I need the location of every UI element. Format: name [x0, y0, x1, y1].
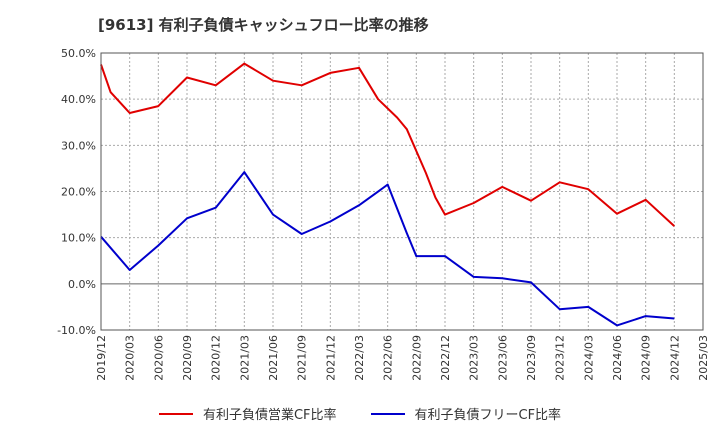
- x-tick-label: 2022/03: [353, 335, 366, 381]
- y-tick-label: 30.0%: [61, 139, 96, 152]
- x-tick-label: 2023/09: [525, 335, 538, 381]
- legend-swatch-operating-cf: [158, 412, 193, 415]
- x-tick-label: 2024/03: [582, 335, 595, 381]
- legend-label-operating-cf: 有利子負債営業CF比率: [202, 408, 337, 423]
- x-tick-label: 2024/12: [668, 335, 681, 381]
- x-tick-label: 2022/09: [410, 335, 423, 381]
- x-tick-label: 2022/06: [382, 335, 395, 381]
- y-tick-label: 0.0%: [68, 278, 96, 291]
- legend-swatch-free-cf: [370, 412, 405, 415]
- x-tick-label: 2023/03: [468, 335, 481, 381]
- chart-title: [9613] 有利子負債キャッシュフロー比率の推移: [98, 16, 429, 34]
- x-tick-label: 2025/03: [697, 335, 710, 381]
- x-tick-label: 2020/12: [210, 335, 223, 381]
- y-tick-label: 50.0%: [61, 47, 96, 60]
- x-tick-label: 2024/06: [611, 335, 624, 381]
- legend-item-free-cf: 有利子負債フリーCF比率: [370, 404, 562, 423]
- x-tick-label: 2020/06: [152, 335, 165, 381]
- y-tick-label: 10.0%: [61, 232, 96, 245]
- y-tick-label: 20.0%: [61, 186, 96, 199]
- series-line-free-cf: [100, 171, 675, 327]
- series-lines: [100, 62, 675, 327]
- series-line-operating-cf: [100, 62, 675, 227]
- axes: 50.0% 40.0% 30.0% 20.0% 10.0% 0.0% -10.0%2019/…: [57, 47, 710, 381]
- x-tick-label: 2019/12: [95, 335, 108, 381]
- x-tick-label: 2023/12: [554, 335, 567, 381]
- x-tick-label: 2021/03: [238, 335, 251, 381]
- x-tick-label: 2021/12: [324, 335, 337, 381]
- grid: [100, 52, 704, 331]
- legend: 有利子負債営業CF比率 有利子負債フリーCF比率: [0, 404, 720, 423]
- legend-item-operating-cf: 有利子負債営業CF比率: [158, 404, 337, 423]
- x-tick-label: 2024/09: [640, 335, 653, 381]
- x-tick-label: 2021/06: [267, 335, 280, 381]
- x-tick-label: 2023/06: [496, 335, 509, 381]
- x-tick-label: 2021/09: [296, 335, 309, 381]
- x-tick-label: 2020/03: [124, 335, 137, 381]
- x-tick-label: 2022/12: [439, 335, 452, 381]
- y-tick-label: 40.0%: [61, 93, 96, 106]
- y-tick-label: -10.0%: [57, 324, 96, 337]
- legend-label-free-cf: 有利子負債フリーCF比率: [414, 408, 562, 423]
- plot-frame: [100, 52, 704, 331]
- x-tick-label: 2020/09: [181, 335, 194, 381]
